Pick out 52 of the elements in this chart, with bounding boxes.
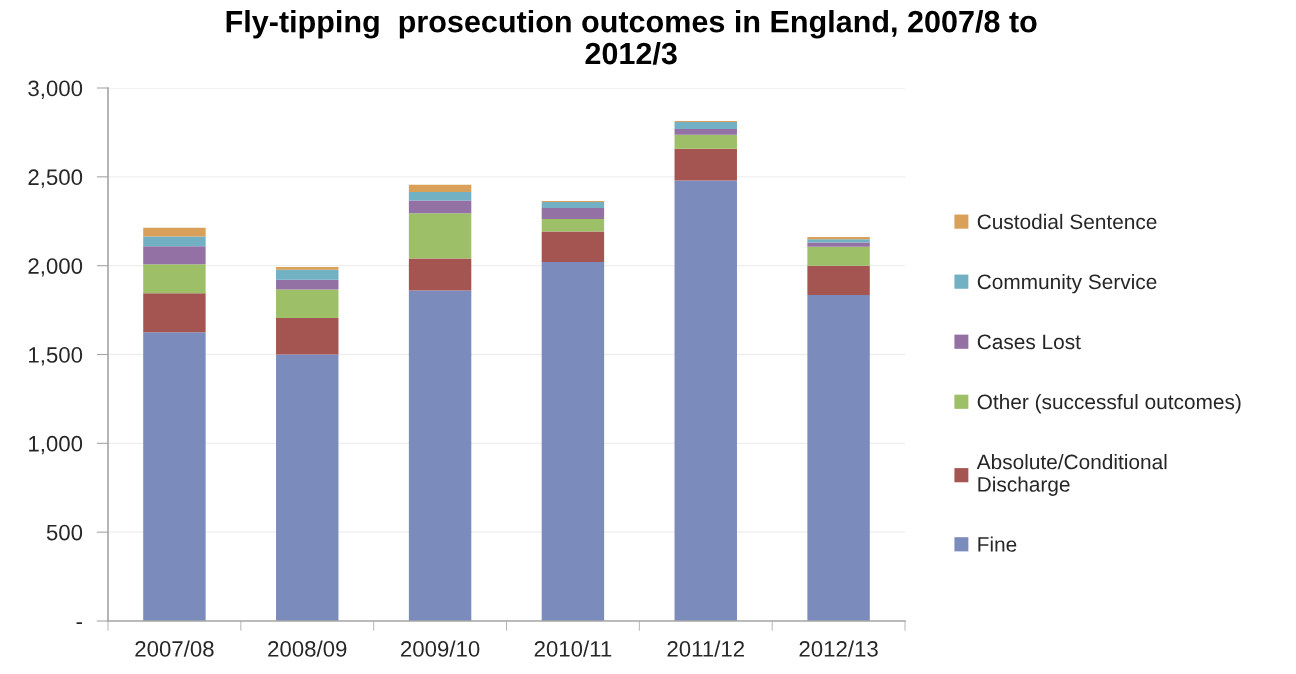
bar: [807, 242, 870, 247]
bar: [143, 264, 206, 294]
bar: [541, 202, 605, 209]
bar: [674, 129, 737, 135]
legend-label: Other (successful outcomes): [977, 393, 1241, 414]
bar: [408, 192, 472, 201]
bar: [143, 332, 206, 621]
bar: [276, 279, 339, 290]
legend-label: Community Service: [977, 273, 1157, 294]
chart-title: Fly-tipping prosecution outcomes in England, 2007/8 to 2012/3: [226, 10, 1037, 65]
y-tick-label: 500: [46, 524, 83, 541]
legend-label: Custodial Sentence: [977, 213, 1157, 230]
bar: [143, 293, 206, 333]
legend-label: Absolute/Conditional Discharge: [976, 454, 1167, 496]
x-tick-label: 2008/09: [268, 640, 347, 657]
bar: [143, 227, 206, 237]
bar: [408, 290, 472, 621]
bar: [408, 258, 472, 291]
bar: [276, 318, 339, 355]
bar: [674, 134, 737, 149]
bar: [143, 246, 206, 265]
bar: [674, 180, 737, 621]
y-tick-label: 1,000: [29, 435, 83, 455]
bar: [674, 148, 737, 181]
bar: [276, 289, 339, 319]
x-tick-label: 2007/08: [135, 640, 214, 657]
y-tick-label: 2,000: [28, 258, 83, 277]
bar: [807, 265, 870, 295]
bar: [276, 269, 339, 280]
bar: [674, 122, 737, 130]
y-tick-label: 3,000: [28, 80, 83, 99]
x-tick-label: 2011/12: [667, 640, 744, 657]
y-tick-label: 1,500: [29, 347, 83, 366]
bar: [408, 184, 472, 193]
bar: [541, 219, 605, 232]
x-tick-label: 2010/11: [534, 640, 612, 657]
x-tick-label: 2012/13: [799, 640, 878, 657]
bar: [807, 294, 870, 621]
bar: [807, 246, 870, 266]
y-tick-label: 2,500: [28, 169, 83, 188]
bar: [276, 267, 339, 270]
bar: [143, 236, 206, 247]
y-tick-label: -: [76, 622, 83, 625]
bar: [541, 262, 605, 621]
legend-label: Cases Lost: [977, 334, 1081, 350]
bar: [276, 354, 339, 621]
bar: [541, 208, 605, 220]
x-tick-label: 2009/10: [401, 640, 480, 657]
legend-label: Fine: [978, 536, 1017, 552]
bar: [408, 200, 472, 214]
bar: [408, 213, 472, 259]
bar: [541, 231, 605, 263]
